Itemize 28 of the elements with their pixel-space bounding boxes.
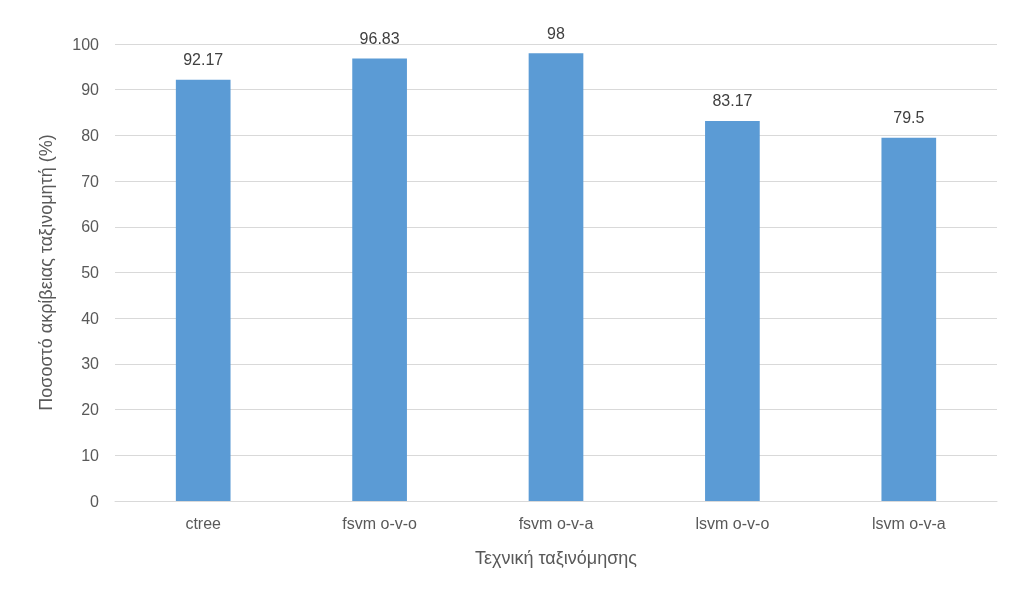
x-tick-label: lsvm o-v-a bbox=[871, 514, 946, 532]
y-tick-label: 90 bbox=[81, 81, 100, 99]
y-tick-label: 50 bbox=[81, 264, 100, 281]
x-tick-label: fsvm o-v-o bbox=[342, 514, 418, 532]
bar bbox=[352, 58, 407, 501]
x-axis-title: Τεχνική ταξινόμησης bbox=[474, 548, 638, 568]
data-label: 79.5 bbox=[893, 109, 925, 127]
y-tick-label: 100 bbox=[72, 35, 100, 53]
data-label: 92.17 bbox=[183, 51, 224, 69]
y-tick-label: 60 bbox=[81, 218, 100, 236]
data-label: 98 bbox=[547, 24, 565, 42]
y-axis-title: Ποσοστό ακρίβειας ταξινομητή (%) bbox=[36, 134, 56, 411]
data-label: 83.17 bbox=[712, 92, 753, 110]
y-tick-label: 70 bbox=[81, 172, 100, 190]
bar bbox=[175, 79, 231, 501]
bar bbox=[881, 137, 937, 501]
x-tick-label: fsvm o-v-a bbox=[518, 514, 594, 532]
y-tick-label: 20 bbox=[81, 401, 100, 419]
y-tick-label: 10 bbox=[81, 446, 100, 464]
data-label: 96.83 bbox=[359, 29, 400, 47]
bar bbox=[705, 120, 760, 501]
y-tick-label: 0 bbox=[90, 492, 100, 510]
y-tick-label: 80 bbox=[81, 126, 100, 144]
bar bbox=[528, 53, 584, 501]
y-tick-label: 40 bbox=[81, 309, 100, 327]
x-tick-label: lsvm o-v-o bbox=[695, 514, 770, 532]
y-tick-label: 30 bbox=[81, 355, 100, 373]
x-tick-label: ctree bbox=[185, 514, 222, 532]
